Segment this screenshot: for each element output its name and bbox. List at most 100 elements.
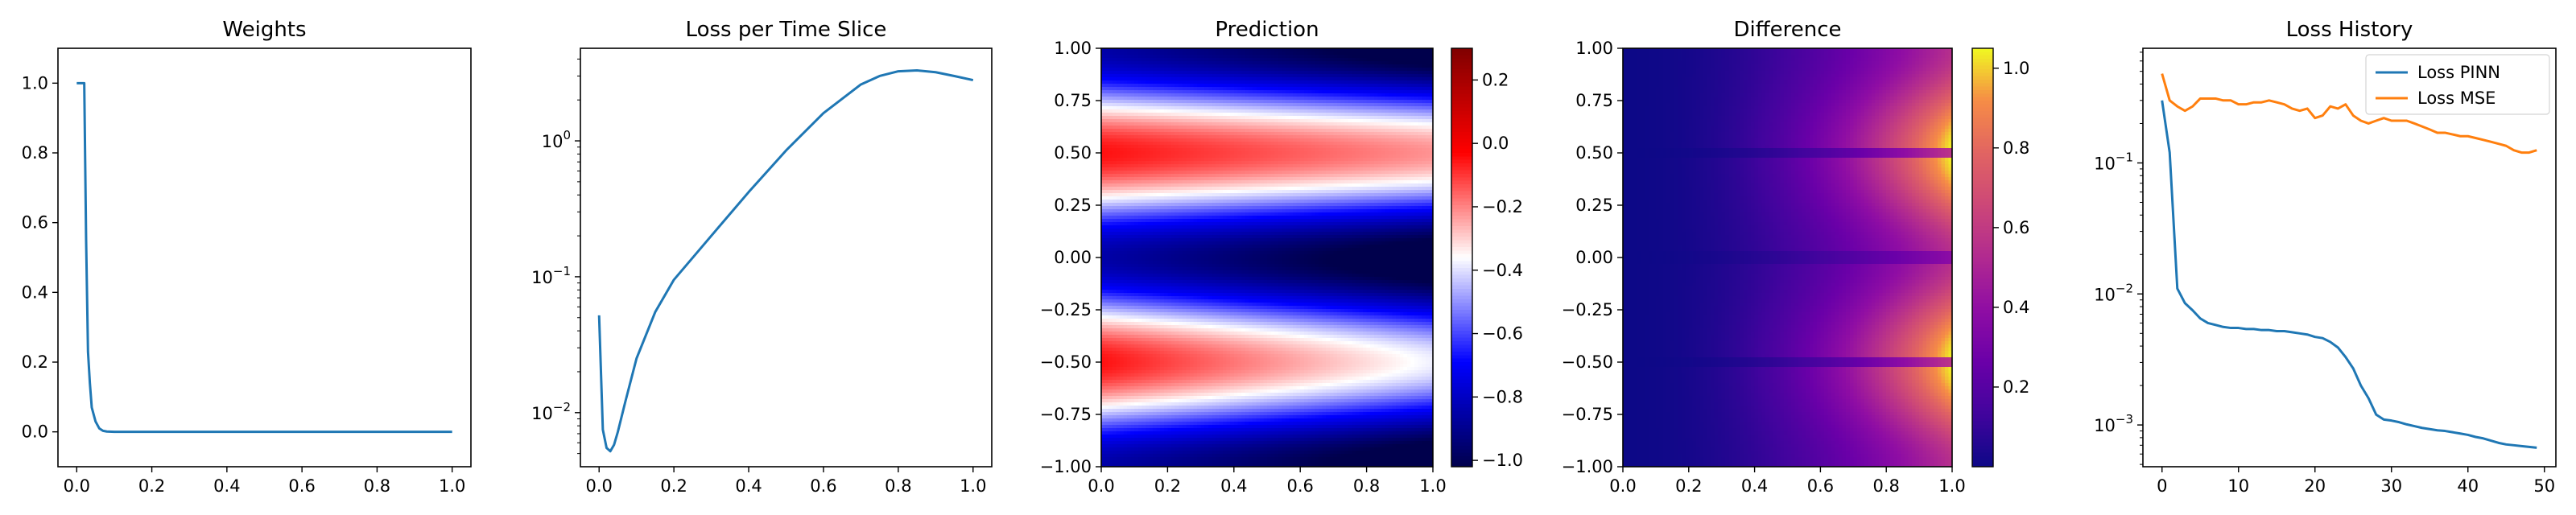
heatmap-cell — [1123, 393, 1127, 397]
heatmap-cell — [1127, 61, 1131, 65]
heatmap-cell — [1141, 151, 1146, 155]
heatmap-cell — [1146, 306, 1150, 310]
heatmap-cell — [1113, 328, 1117, 332]
heatmap-cell — [1183, 270, 1187, 274]
heatmap-cell — [1179, 177, 1183, 181]
heatmap-cell — [1171, 183, 1175, 187]
heatmap-cell — [1212, 148, 1216, 152]
heatmap-cell — [1190, 158, 1194, 162]
heatmap-cell — [1146, 148, 1150, 152]
heatmap-cell — [1234, 364, 1238, 368]
heatmap-cell — [1105, 122, 1109, 126]
heatmap-cell — [1212, 171, 1216, 175]
heatmap-cell — [1201, 389, 1205, 393]
heatmap-cell — [1201, 261, 1205, 265]
heatmap-cell — [1108, 270, 1113, 274]
heatmap-cell — [1175, 158, 1179, 162]
heatmap-cell — [1146, 303, 1150, 307]
heatmap-cell — [1105, 322, 1109, 326]
heatmap-cell — [1186, 103, 1190, 107]
heatmap-cell — [1141, 335, 1146, 339]
heatmap-cell — [1186, 171, 1190, 175]
heatmap-cell — [1108, 264, 1113, 268]
heatmap-cell — [1160, 97, 1164, 101]
heatmap-cell — [1223, 122, 1227, 126]
heatmap-cell — [1120, 267, 1124, 271]
heatmap-cell — [1131, 457, 1135, 461]
heatmap-cell — [1146, 222, 1150, 226]
heatmap-cell — [1150, 412, 1154, 416]
heatmap-cell — [1186, 238, 1190, 242]
heatmap-cell — [1234, 251, 1238, 255]
heatmap-cell — [1234, 354, 1238, 358]
heatmap-cell — [1167, 251, 1171, 255]
heatmap-cell — [1186, 441, 1190, 445]
heatmap-cell — [1164, 245, 1168, 249]
heatmap-cell — [1197, 193, 1201, 197]
heatmap-cell — [1157, 264, 1161, 268]
heatmap-cell — [1230, 409, 1234, 413]
heatmap-cell — [1204, 151, 1208, 155]
heatmap-cell — [1134, 299, 1138, 303]
heatmap-cell — [1230, 447, 1234, 451]
heatmap-cell — [1160, 55, 1164, 59]
heatmap-cell — [1150, 258, 1154, 262]
heatmap-cell — [1120, 312, 1124, 316]
heatmap-cell — [1179, 164, 1183, 168]
heatmap-cell — [1230, 393, 1234, 397]
heatmap-cell — [1197, 277, 1201, 281]
heatmap-cell — [1108, 74, 1113, 78]
heatmap-cell — [1183, 377, 1187, 381]
heatmap-cell — [1131, 203, 1135, 207]
heatmap-cell — [1234, 431, 1238, 435]
heatmap-cell — [1131, 309, 1135, 313]
heatmap-cell — [1190, 171, 1194, 175]
heatmap-cell — [1234, 106, 1238, 110]
heatmap-cell — [1186, 315, 1190, 319]
heatmap-cell — [1201, 90, 1205, 94]
heatmap-cell — [1120, 386, 1124, 390]
heatmap-cell — [1167, 438, 1171, 442]
heatmap-cell — [1116, 460, 1120, 464]
heatmap-cell — [1116, 80, 1120, 84]
heatmap-cell — [1108, 203, 1113, 207]
heatmap-cell — [1164, 406, 1168, 410]
heatmap-cell — [1105, 396, 1109, 400]
heatmap-cell — [1234, 87, 1238, 91]
heatmap-cell — [1120, 399, 1124, 403]
heatmap-cell — [1131, 154, 1135, 159]
heatmap-cell — [1204, 425, 1208, 429]
heatmap-cell — [1123, 357, 1127, 361]
heatmap-cell — [1234, 312, 1238, 316]
heatmap-cell — [1197, 270, 1201, 274]
heatmap-cell — [1204, 132, 1208, 136]
heatmap-cell — [1237, 109, 1241, 113]
heatmap-cell — [1134, 396, 1138, 400]
heatmap-cell — [1150, 344, 1154, 348]
heatmap-cell — [1179, 116, 1183, 120]
heatmap-cell — [1212, 87, 1216, 91]
heatmap-cell — [1234, 145, 1238, 149]
heatmap-cell — [1113, 286, 1117, 290]
heatmap-cell — [1150, 431, 1154, 435]
heatmap-cell — [1193, 299, 1197, 303]
heatmap-cell — [1127, 68, 1131, 72]
heatmap-cell — [1153, 409, 1157, 413]
heatmap-cell — [1208, 161, 1212, 165]
heatmap-cell — [1146, 100, 1150, 104]
heatmap-cell — [1216, 97, 1220, 101]
heatmap-cell — [1138, 219, 1142, 223]
heatmap-cell — [1146, 309, 1150, 313]
heatmap-cell — [1116, 332, 1120, 336]
y-tick-label: 0.8 — [22, 143, 48, 163]
heatmap-cell — [1153, 71, 1157, 75]
heatmap-cell — [1190, 167, 1194, 171]
heatmap-cell — [1175, 77, 1179, 81]
heatmap-cell — [1141, 212, 1146, 216]
heatmap-cell — [1164, 441, 1168, 445]
heatmap-cell — [1141, 135, 1146, 139]
heatmap-cell — [1230, 135, 1234, 139]
heatmap-cell — [1175, 251, 1179, 255]
heatmap-cell — [1223, 154, 1227, 159]
heatmap-cell — [1237, 145, 1241, 149]
